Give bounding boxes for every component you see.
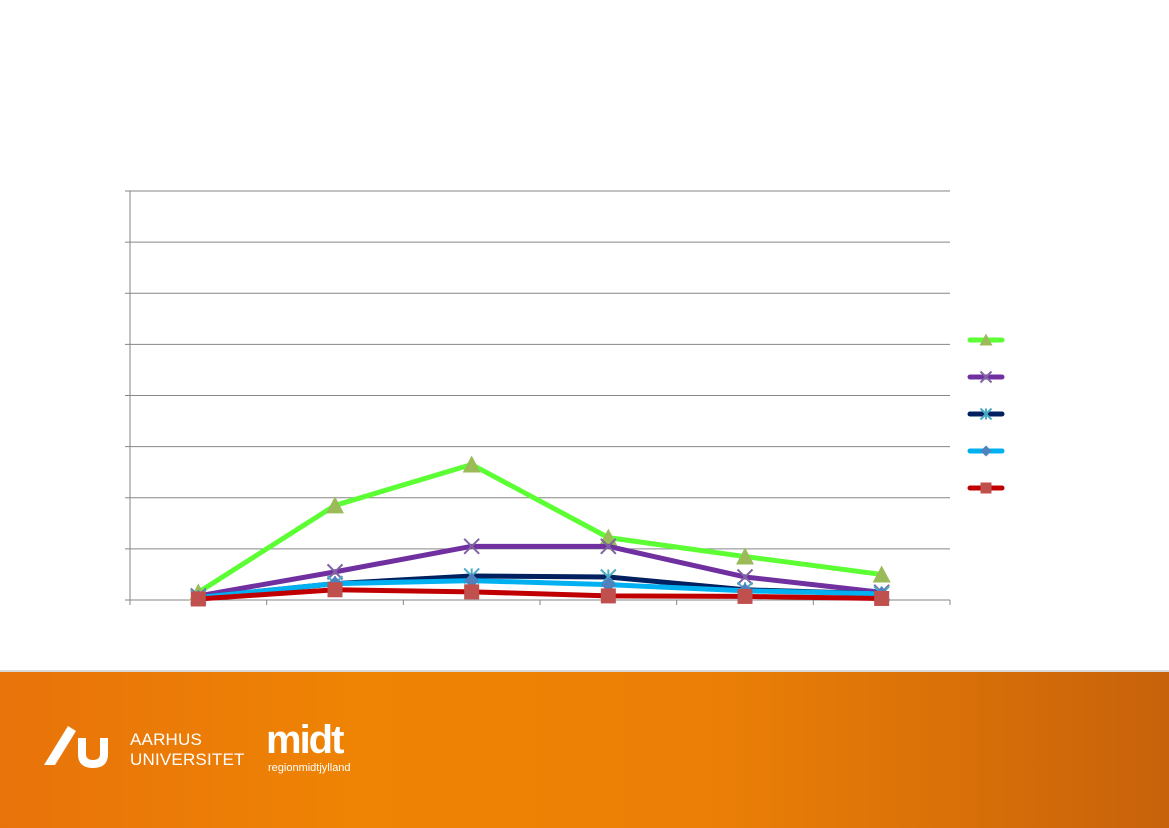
data-point-marker	[736, 568, 754, 586]
series-line	[195, 578, 885, 600]
legend-marker	[979, 407, 993, 421]
series-line	[195, 462, 885, 595]
data-point-marker	[872, 565, 891, 583]
data-point-marker	[600, 538, 617, 555]
series-line	[195, 587, 885, 602]
university-name-line1: AARHUS	[130, 730, 203, 749]
line-chart	[125, 190, 1005, 607]
legend-marker	[980, 445, 992, 457]
data-point-marker	[463, 538, 480, 555]
data-point-marker	[326, 496, 344, 514]
data-point-marker	[600, 588, 616, 604]
aarhus-university-logo-icon	[44, 726, 108, 768]
data-point-marker	[326, 563, 344, 581]
data-point-marker	[327, 582, 343, 598]
university-name-line2: UNIVERSITET	[130, 750, 245, 769]
data-point-marker	[736, 547, 754, 565]
chart-svg	[125, 190, 1005, 607]
legend-marker	[979, 333, 993, 346]
region-logo-subtitle: regionmidtjylland	[268, 762, 351, 774]
data-point-marker	[874, 590, 890, 606]
region-logo-word: midt	[266, 718, 344, 762]
legend-marker	[980, 482, 992, 494]
university-name: AARHUS UNIVERSITET	[130, 730, 245, 770]
legend-marker	[979, 370, 993, 384]
footer-banner: AARHUS UNIVERSITET midt regionmidtjyllan…	[0, 670, 1169, 828]
data-point-marker	[464, 584, 480, 600]
series-line	[195, 543, 885, 599]
data-point-marker	[737, 588, 753, 604]
data-point-marker	[190, 591, 206, 607]
data-point-marker	[462, 455, 481, 473]
